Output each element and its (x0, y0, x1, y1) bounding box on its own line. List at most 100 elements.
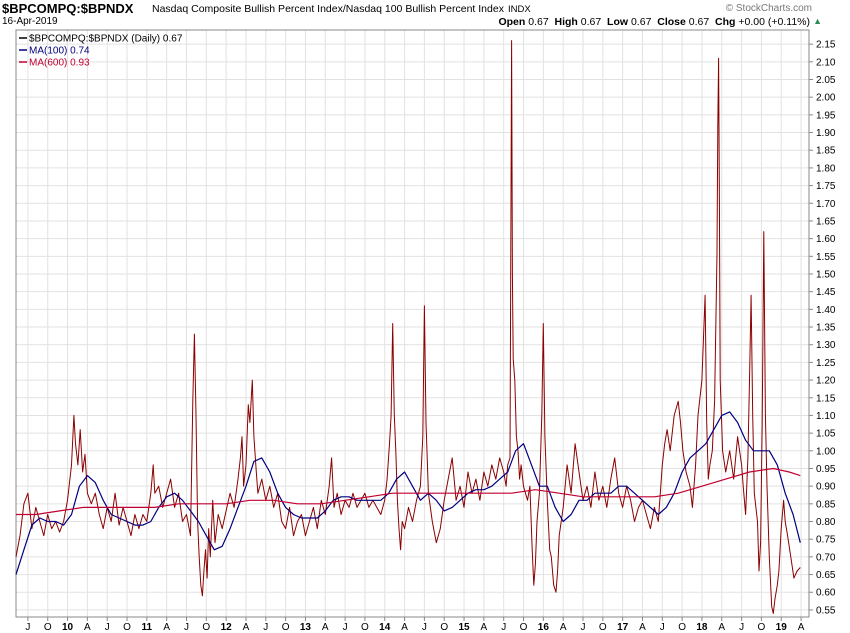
low-label: Low (607, 16, 629, 28)
x-tick-label: A (560, 622, 567, 633)
x-tick-label: J (580, 622, 585, 633)
y-tick-label: 2.05 (816, 75, 836, 86)
chg-value: +0.00 (+0.11%) (738, 16, 810, 28)
x-tick-label: O (520, 622, 528, 633)
y-tick-label: 0.60 (816, 588, 836, 599)
x-tick-label: O (361, 622, 369, 633)
x-tick-label: O (123, 622, 131, 633)
x-tick-label: 14 (379, 622, 391, 633)
x-tick-label: A (718, 622, 725, 633)
x-tick-label: A (243, 622, 250, 633)
y-tick-label: 1.45 (816, 287, 836, 298)
y-tick-label: 0.65 (816, 570, 836, 581)
x-tick-label: O (678, 622, 686, 633)
x-tick-label: J (660, 622, 665, 633)
y-tick-label: 1.05 (816, 429, 836, 440)
y-tick-label: 1.70 (816, 199, 836, 210)
y-tick-label: 0.80 (816, 517, 836, 528)
high-label: High (554, 16, 578, 28)
up-arrow-icon: ▲ (813, 16, 822, 26)
y-tick-label: 0.95 (816, 464, 836, 475)
y-tick-label: 2.10 (816, 57, 836, 68)
x-tick-label: 19 (776, 622, 788, 633)
x-tick-label: 18 (696, 622, 708, 633)
y-tick-label: 1.30 (816, 340, 836, 351)
x-tick-label: O (758, 622, 766, 633)
series-line-1 (15, 411, 801, 575)
x-tick-label: J (263, 622, 268, 633)
x-tick-label: 13 (300, 622, 312, 633)
y-axis: 0.55 0.60 0.65 0.70 0.75 0.80 0.85 0.90 0.95 1.00… (809, 40, 836, 616)
x-tick-label: 17 (617, 622, 629, 633)
y-tick-label: 1.25 (816, 358, 836, 369)
x-tick-label: J (422, 622, 427, 633)
x-tick-label: J (184, 622, 189, 633)
x-tick-label: 10 (62, 622, 74, 633)
high-value: 0.67 (580, 16, 602, 28)
x-tick-label: J (343, 622, 348, 633)
legend-entry: $BPCOMPQ:$BPNDX (Daily) 0.67 (29, 34, 183, 45)
x-tick-label: A (481, 622, 488, 633)
x-tick-label: O (599, 622, 607, 633)
x-tick-label: O (282, 622, 290, 633)
description-text: Nasdaq Composite Bullish Percent Index/N… (152, 3, 504, 15)
y-tick-label: 1.60 (816, 234, 836, 245)
x-tick-label: O (44, 622, 52, 633)
y-tick-label: 1.75 (816, 181, 836, 192)
x-tick-label: A (401, 622, 408, 633)
chart-grid (16, 30, 809, 617)
x-tick-label: 12 (221, 622, 233, 633)
x-tick-label: O (202, 622, 210, 633)
brand-watermark: © StockCharts.com (725, 3, 812, 14)
y-tick-label: 1.65 (816, 216, 836, 227)
y-tick-label: 1.85 (816, 146, 836, 157)
y-tick-label: 0.70 (816, 552, 836, 563)
y-tick-label: 1.35 (816, 323, 836, 334)
y-tick-label: 1.20 (816, 376, 836, 387)
y-tick-label: 1.40 (816, 305, 836, 316)
x-tick-label: J (739, 622, 744, 633)
x-tick-label: J (501, 622, 506, 633)
x-tick-label: A (639, 622, 646, 633)
legend-entry: MA(600) 0.93 (29, 58, 90, 69)
x-tick-label: 11 (142, 622, 153, 633)
x-tick-label: A (322, 622, 329, 633)
y-tick-label: 1.50 (816, 269, 836, 280)
y-tick-label: 2.00 (816, 93, 836, 104)
x-tick-label: 16 (538, 622, 550, 633)
open-label: Open (498, 16, 526, 28)
x-tick-label: J (105, 622, 110, 633)
plot-frame (15, 29, 810, 618)
chart-symbol: $BPCOMPQ:$BPNDX (2, 1, 134, 16)
series-line-2 (16, 467, 801, 516)
y-tick-label: 0.85 (816, 499, 836, 510)
y-tick-label: 1.15 (816, 393, 836, 404)
x-tick-label: A (163, 622, 170, 633)
y-tick-label: 1.10 (816, 411, 836, 422)
y-tick-label: 1.00 (816, 446, 836, 457)
y-tick-label: 1.80 (816, 163, 836, 174)
x-tick-label: 15 (458, 622, 470, 633)
y-tick-label: 0.75 (816, 535, 836, 546)
x-axis: J O 10 A J O 11 A J O 12 A J O 13 A J O 14 A J O 15 A J O 16 A J O 17 A… (25, 617, 805, 633)
open-value: 0.67 (528, 16, 549, 28)
close-label: Close (657, 16, 686, 28)
series-line-0 (15, 40, 801, 614)
chart-date: 16-Apr-2019 (2, 16, 58, 27)
y-tick-label: 2.15 (816, 40, 836, 51)
low-value: 0.67 (630, 16, 652, 28)
chg-label: Chg (715, 16, 736, 28)
ohlc-readout: Open 0.67 High 0.67 Low 0.67 Close 0.67 … (498, 16, 822, 28)
x-tick-label: J (25, 622, 30, 633)
chart-series (15, 40, 801, 614)
y-tick-label: 0.55 (816, 605, 836, 616)
y-tick-label: 1.95 (816, 110, 836, 121)
x-tick-label: O (440, 622, 448, 633)
chart-description: Nasdaq Composite Bullish Percent Index/N… (152, 3, 531, 15)
legend-entry: MA(100) 0.74 (29, 46, 90, 57)
x-tick-label: A (84, 622, 91, 633)
y-tick-label: 1.55 (816, 252, 836, 263)
y-tick-label: 0.90 (816, 482, 836, 493)
